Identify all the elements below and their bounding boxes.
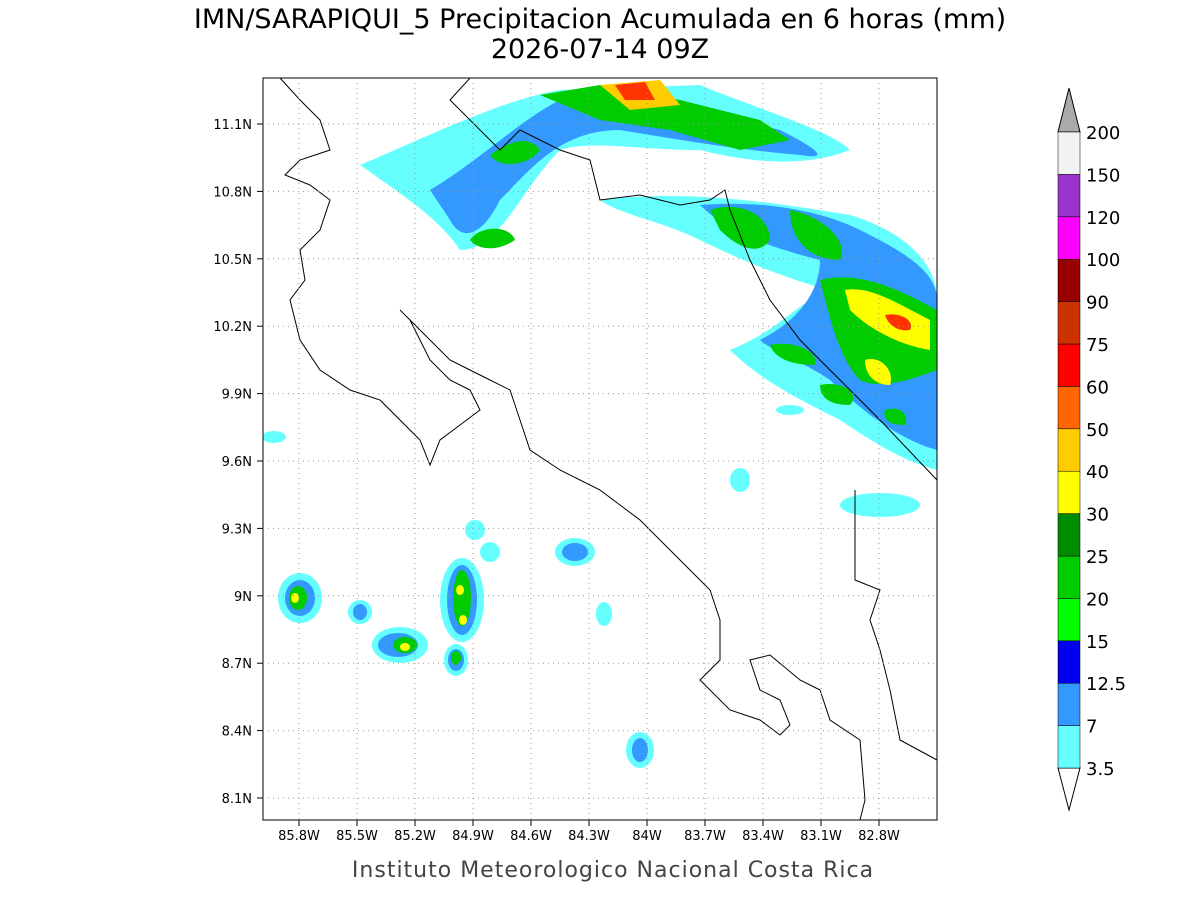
colorbar-label: 7 bbox=[1086, 717, 1097, 738]
lat-tick-label: 11.1N bbox=[213, 118, 252, 133]
lon-tick-label: 85.5W bbox=[336, 829, 378, 844]
subtitle: 2026-07-14 09Z bbox=[491, 34, 709, 65]
colorbar-swatch bbox=[1057, 258, 1081, 302]
lon-tick-label: 85.8W bbox=[278, 829, 320, 844]
colorbar-swatch bbox=[1057, 386, 1081, 430]
colorbar-swatch bbox=[1057, 131, 1081, 175]
colorbar-label: 150 bbox=[1086, 165, 1120, 186]
colorbar-over bbox=[1057, 87, 1081, 133]
lat-tick-label: 10.5N bbox=[213, 253, 252, 268]
title: IMN/SARAPIQUI_5 Precipitacion Acumulada … bbox=[194, 4, 1006, 35]
colorbar-swatch bbox=[1057, 555, 1081, 599]
colorbar-label: 12.5 bbox=[1086, 674, 1126, 695]
lat-tick-label: 10.8N bbox=[213, 185, 252, 200]
colorbar-under bbox=[1057, 767, 1081, 812]
map-area bbox=[263, 78, 937, 820]
lon-tick-label: 83.1W bbox=[800, 829, 842, 844]
colorbar-swatch bbox=[1057, 301, 1081, 345]
colorbar-swatch bbox=[1057, 174, 1081, 218]
lon-tick-label: 84.6W bbox=[510, 829, 552, 844]
lon-tick-label: 84.9W bbox=[452, 829, 494, 844]
lat-tick-label: 9N bbox=[234, 590, 252, 605]
colorbar-swatch bbox=[1057, 470, 1081, 514]
colorbar-swatch bbox=[1057, 513, 1081, 557]
lon-tick-label: 83.7W bbox=[684, 829, 726, 844]
colorbar-label: 3.5 bbox=[1086, 759, 1115, 780]
colorbar-swatch bbox=[1057, 682, 1081, 726]
lat-tick-label: 10.2N bbox=[213, 320, 252, 335]
colorbar-swatch bbox=[1057, 216, 1081, 260]
colorbar-label: 75 bbox=[1086, 335, 1109, 356]
colorbar-swatch bbox=[1057, 725, 1081, 769]
lat-tick-label: 9.3N bbox=[222, 522, 252, 537]
colorbar-label: 40 bbox=[1086, 462, 1109, 483]
footer: Instituto Meteorologico Nacional Costa R… bbox=[352, 858, 874, 883]
colorbar-label: 25 bbox=[1086, 547, 1109, 568]
lat-tick-label: 8.1N bbox=[222, 792, 252, 807]
colorbar-swatch bbox=[1057, 343, 1081, 387]
lat-tick-label: 9.9N bbox=[222, 388, 252, 403]
colorbar-label: 120 bbox=[1086, 208, 1120, 229]
colorbar-label: 60 bbox=[1086, 377, 1109, 398]
lon-tick-label: 84W bbox=[632, 829, 662, 844]
lon-tick-label: 82.8W bbox=[858, 829, 900, 844]
axis-ticks: 11.1N 10.8N 10.5N 10.2N 9.9N 9.6N 9.3N 9N 8.7N 8.… bbox=[213, 78, 937, 844]
colorbar-label: 100 bbox=[1086, 250, 1120, 271]
colorbar-label: 50 bbox=[1086, 420, 1109, 441]
lat-tick-label: 8.7N bbox=[222, 657, 252, 672]
colorbar-swatch bbox=[1057, 598, 1081, 642]
colorbar-swatch bbox=[1057, 428, 1081, 472]
lat-tick-label: 9.6N bbox=[222, 455, 252, 470]
precip-field bbox=[263, 80, 937, 768]
map-frame bbox=[262, 77, 938, 821]
colorbar: 3.5 7 12.5 15 20 25 30 40 50 60 75 90 100 120 150 200 bbox=[1057, 87, 1126, 812]
lat-tick-label: 8.4N bbox=[222, 725, 252, 740]
coastline bbox=[279, 78, 937, 820]
lon-tick-label: 84.3W bbox=[568, 829, 610, 844]
colorbar-label: 90 bbox=[1086, 293, 1109, 314]
lon-tick-label: 83.4W bbox=[742, 829, 784, 844]
colorbar-swatch bbox=[1057, 640, 1081, 684]
colorbar-label: 200 bbox=[1086, 123, 1120, 144]
colorbar-label: 20 bbox=[1086, 589, 1109, 610]
lon-tick-label: 85.2W bbox=[394, 829, 436, 844]
colorbar-label: 15 bbox=[1086, 632, 1109, 653]
colorbar-label: 30 bbox=[1086, 505, 1109, 526]
